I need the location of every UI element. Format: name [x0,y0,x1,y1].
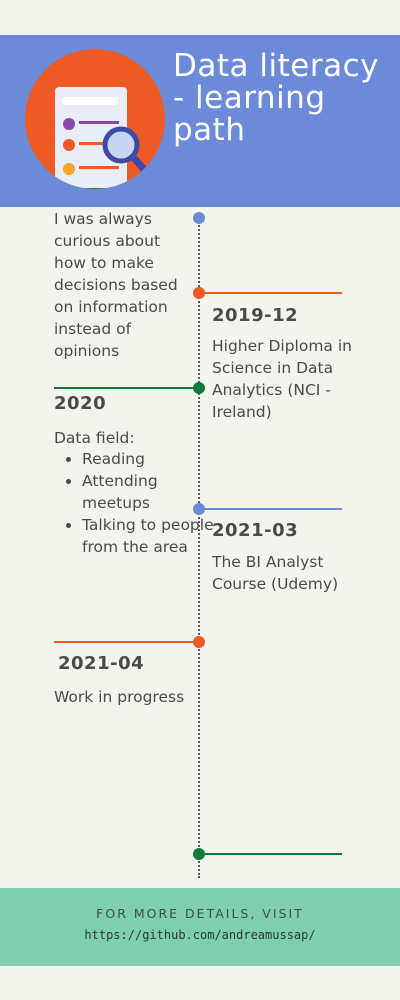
event-date-2021-04: 2021-04 [58,653,145,674]
intro-text: I was always curious about how to make d… [54,210,178,360]
event-items-2020: Reading Attending meetups Talking to peo… [54,448,222,558]
footer-link[interactable]: https://github.com/andreamussap/ [84,928,316,942]
footer: FOR MORE DETAILS, VISIT https://github.c… [0,888,400,966]
event-description-2019-12: Higher Diploma in Science in Data Analyt… [212,337,352,421]
list-item: Reading [82,448,222,470]
timeline-connector-2021-04 [54,641,199,643]
checklist-magnifier-icon [25,49,165,189]
timeline-dot-2021-04 [193,636,205,648]
event-date-2021-03: 2021-03 [212,520,299,541]
header-banner: Data literacy - learning path [0,35,400,207]
timeline-connector-end [199,853,342,855]
timeline-dot-2020 [193,382,205,394]
event-description-2021-03: The BI Analyst Course (Udemy) [212,553,339,593]
timeline-connector-2020 [54,387,199,389]
timeline-dot-2019-12 [193,287,205,299]
timeline-dot-2021-03 [193,503,205,515]
timeline-dot-end [193,848,205,860]
timeline-connector-2021-03 [199,508,342,510]
list-item: Attending meetups [82,470,222,514]
timeline-axis [198,218,200,878]
event-description-2020: Data field: [54,429,135,447]
event-date-2019-12: 2019-12 [212,305,299,326]
list-item: Talking to people from the area [82,514,222,558]
event-description-2021-04: Work in progress [54,688,185,706]
timeline-connector-2019-12 [199,292,342,294]
event-date-2020: 2020 [54,393,107,414]
footer-cta: FOR MORE DETAILS, VISIT [96,906,304,921]
page-title: Data literacy - learning path [173,48,379,148]
timeline-dot-intro [193,212,205,224]
